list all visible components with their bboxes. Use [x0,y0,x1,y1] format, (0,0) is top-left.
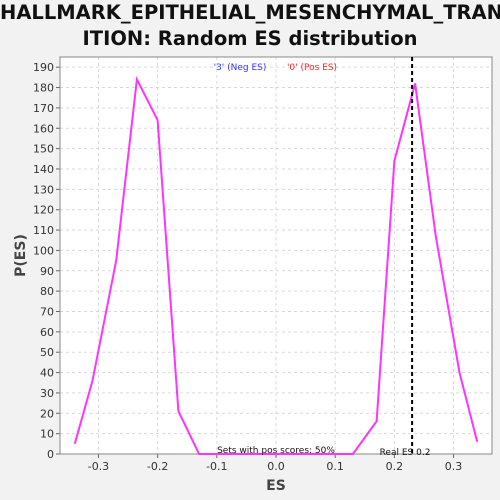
y-tick-label: 70 [40,305,54,318]
chart-title: HALLMARK_EPITHELIAL_MESENCHYMAL_TRANS IT… [0,0,500,52]
y-tick-label: 30 [40,387,54,400]
legend-pos-es: '0' (Pos ES) [287,63,337,73]
chart-title-line2: ITION: Random ES distribution [82,27,418,50]
series-line [73,75,479,455]
y-tick-label: 0 [47,448,54,461]
y-tick-label: 190 [33,61,54,74]
chart-title-line1: HALLMARK_EPITHELIAL_MESENCHYMAL_TRANS [0,1,500,24]
x-tick-label: 0.3 [445,460,463,473]
y-tick-label: 10 [40,428,54,441]
legend-neg-es: '3' (Neg ES) [214,63,267,73]
x-tick-label: 0.2 [386,460,404,473]
y-tick-label: 80 [40,285,54,298]
y-tick-label: 40 [40,367,54,380]
y-tick-label: 110 [33,224,54,237]
real-es-annotation: Real ES 0.2 [380,448,431,458]
y-tick-label: 90 [40,265,54,278]
y-tick-label: 180 [33,82,54,95]
x-tick-label: -0.3 [88,460,109,473]
tick-labels: 0 10 20 30 40 50 60 70 80 90 100 110 120 130 140 150 160… [33,61,462,473]
y-tick-label: 140 [33,163,54,176]
y-tick-label: 50 [40,346,54,359]
y-tick-label: 60 [40,326,54,339]
x-tick-label: 0.0 [267,460,285,473]
x-tick-label: -0.1 [206,460,227,473]
y-axis-title: P(ES) [13,234,29,277]
y-tick-label: 100 [33,244,54,257]
x-axis-title: ES [266,478,286,494]
y-tick-label: 130 [33,183,54,196]
x-tick-label: -0.2 [147,460,168,473]
y-tick-label: 160 [33,122,54,135]
pos-scores-annotation: Sets with pos scores: 50% [217,446,335,456]
y-tick-label: 170 [33,102,54,115]
y-tick-label: 120 [33,204,54,217]
y-tick-label: 150 [33,143,54,156]
y-tick-label: 20 [40,407,54,420]
grid-lines [60,57,492,454]
x-tick-label: 0.1 [326,460,344,473]
